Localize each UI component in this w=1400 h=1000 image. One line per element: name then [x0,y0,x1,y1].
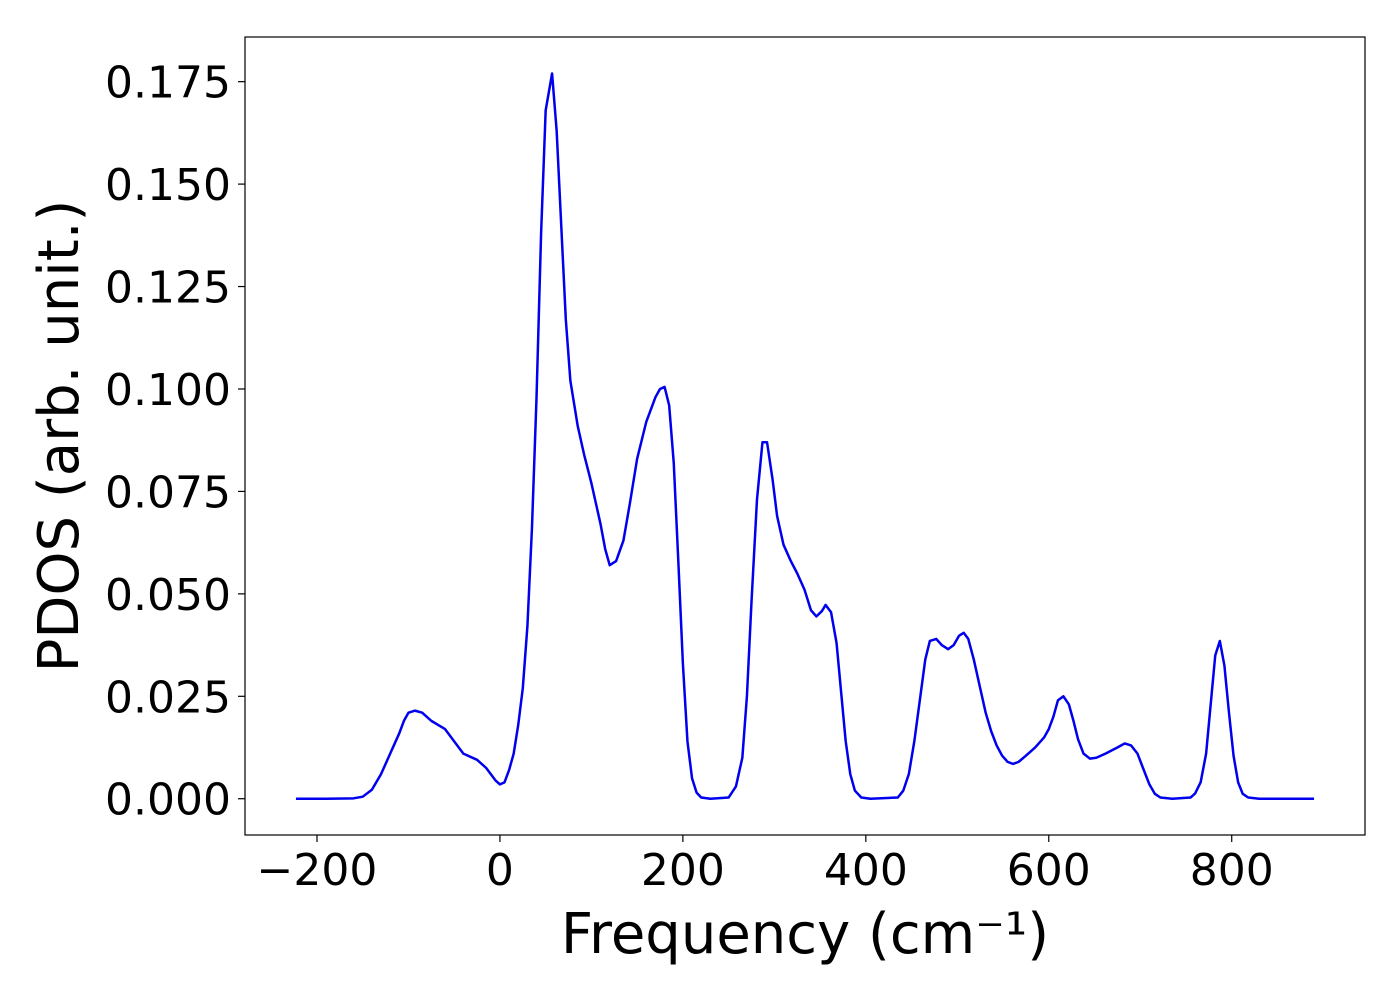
x-tick-label: −200 [257,845,378,896]
x-axis-label: Frequency (cm⁻¹) [561,902,1049,967]
y-tick-label: 0.050 [105,570,231,621]
y-tick-label: 0.175 [105,58,231,109]
y-tick-label: 0.100 [105,365,231,416]
y-tick-label: 0.025 [105,672,231,723]
plot-frame [244,36,1366,836]
x-tick-label: 800 [1190,845,1274,896]
data-line [295,72,1315,800]
x-tick-label: 0 [486,845,514,896]
x-tick-label: 600 [1007,845,1091,896]
x-tick-label: 200 [641,845,725,896]
y-tick-label: 0.150 [105,160,231,211]
x-tick-label: 400 [824,845,908,896]
y-axis-label: PDOS (arb. unit.) [27,200,92,673]
y-tick-label: 0.125 [105,263,231,314]
y-tick-label: 0.000 [105,775,231,826]
y-tick-label: 0.075 [105,467,231,518]
